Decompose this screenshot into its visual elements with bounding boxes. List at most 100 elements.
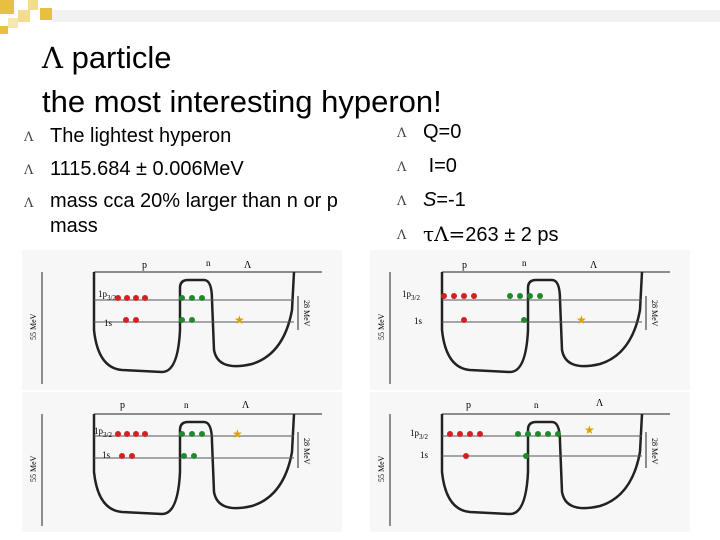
depth-55-label: 55 MeV: [377, 455, 386, 482]
lambda-star-icon: ★: [232, 427, 243, 441]
potential-curve: [92, 413, 296, 516]
level-1s-label: 1s: [102, 450, 111, 460]
neutron-dot: [527, 293, 533, 299]
bullet-text: 1115.684 ± 0.006MeV: [50, 158, 244, 180]
lambda-star-icon: ★: [576, 313, 587, 327]
level-1s-label: 1s: [104, 318, 113, 328]
potential-well-diagram: p n Λ 1p3/2 1s 55 MeV 28 MeV ★: [22, 250, 342, 390]
decoration-square: [18, 10, 30, 22]
proton-label: p: [466, 400, 471, 411]
proton-dot: [461, 317, 467, 323]
potential-well-diagram: p n Λ 1p3/2 1s 55 MeV 28 MeV ★: [370, 392, 690, 532]
depth-55-label: 55 MeV: [29, 455, 38, 482]
bullet-marker: Λ: [397, 194, 407, 209]
proton-dot: [133, 317, 139, 323]
proton-dot: [447, 431, 453, 437]
neutron-dots: [179, 295, 205, 323]
bullet-text: The lightest hyperon: [50, 125, 232, 147]
proton-label: p: [142, 260, 147, 271]
level-1s-label: 1s: [414, 316, 423, 326]
neutron-dot: [179, 295, 185, 301]
bullet-marker: Λ: [397, 228, 407, 243]
neutron-dot: [189, 431, 195, 437]
proton-dot: [477, 431, 483, 437]
proton-dots: [441, 293, 477, 323]
proton-dot: [467, 431, 473, 437]
neutron-dot: [537, 293, 543, 299]
title-decoration: [0, 0, 720, 34]
neutron-dot: [189, 317, 195, 323]
bullet-marker: Λ: [24, 163, 34, 178]
neutron-dot: [515, 431, 521, 437]
proton-dot: [115, 431, 121, 437]
bullet-item: Λ The lightest hyperon: [24, 123, 344, 149]
neutron-dot: [545, 431, 551, 437]
depth-55-label: 55 MeV: [29, 313, 38, 340]
decoration-square: [8, 18, 18, 28]
neutron-dot: [179, 431, 185, 437]
bullet-item: Λ S=-1: [397, 188, 697, 212]
isospin-text: I=0: [428, 155, 457, 177]
lifetime-symbol: τΛ=: [423, 222, 466, 246]
slide-title: Λ particle: [42, 40, 172, 76]
neutron-dots: [515, 431, 561, 459]
decoration-bar: [52, 10, 720, 22]
proton-dot: [471, 293, 477, 299]
neutron-label: n: [534, 400, 539, 410]
neutron-dot: [179, 317, 185, 323]
proton-dot: [123, 317, 129, 323]
proton-dot: [124, 295, 130, 301]
bullet-item: Λ I=0: [397, 154, 697, 178]
depth-28-label: 28 MeV: [302, 300, 311, 327]
potential-curve: [92, 271, 296, 374]
neutron-dot: [199, 431, 205, 437]
proton-dot: [129, 453, 135, 459]
lifetime-value: 263 ± 2 ps: [465, 224, 559, 246]
lambda-symbol: Λ: [42, 41, 63, 75]
bullet-marker: Λ: [397, 160, 407, 175]
slide-subtitle: the most interesting hyperon!: [42, 84, 442, 119]
decoration-square: [0, 26, 8, 34]
proton-dot: [115, 295, 121, 301]
left-bullet-list: Λ The lightest hyperon Λ 1115.684 ± 0.006M…: [24, 123, 344, 239]
depth-28-label: 28 MeV: [302, 438, 311, 465]
proton-dot: [451, 293, 457, 299]
proton-dot: [461, 293, 467, 299]
proton-dot: [133, 431, 139, 437]
bullet-marker: Λ: [24, 130, 34, 145]
proton-dots: [447, 431, 483, 459]
neutron-dot: [191, 453, 197, 459]
neutron-label: n: [522, 258, 527, 268]
neutron-label: n: [184, 400, 189, 410]
potential-well-diagram: p n Λ 1p3/2 1s 55 MeV 28 MeV ★: [22, 392, 342, 532]
neutron-dot: [525, 431, 531, 437]
neutron-dot: [181, 453, 187, 459]
bullet-item: Λ Q=0: [397, 120, 697, 144]
proton-dot: [133, 295, 139, 301]
proton-dot: [124, 431, 130, 437]
depth-28-label: 28 MeV: [650, 438, 659, 465]
bullet-marker: Λ: [24, 196, 34, 211]
potential-well-diagram: p n Λ 1p3/2 1s 55 MeV 28 MeV ★: [370, 250, 690, 390]
depth-55-label: 55 MeV: [377, 313, 386, 340]
charge-text: Q=0: [423, 121, 462, 143]
neutron-dot: [521, 317, 527, 323]
decoration-square: [0, 0, 14, 14]
diagram-background: [22, 392, 342, 532]
potential-curve: [440, 271, 644, 374]
proton-dots: [115, 295, 148, 323]
lambda-label: Λ: [242, 400, 250, 411]
lambda-label: Λ: [244, 260, 252, 271]
level-1s-label: 1s: [420, 450, 429, 460]
neutron-dot: [189, 295, 195, 301]
lambda-label: Λ: [590, 260, 598, 271]
proton-label: p: [462, 260, 467, 271]
neutron-dot: [517, 293, 523, 299]
lambda-star-icon: ★: [234, 313, 245, 327]
depth-28-label: 28 MeV: [650, 300, 659, 327]
decoration-square: [40, 8, 52, 20]
neutron-dot: [523, 453, 529, 459]
